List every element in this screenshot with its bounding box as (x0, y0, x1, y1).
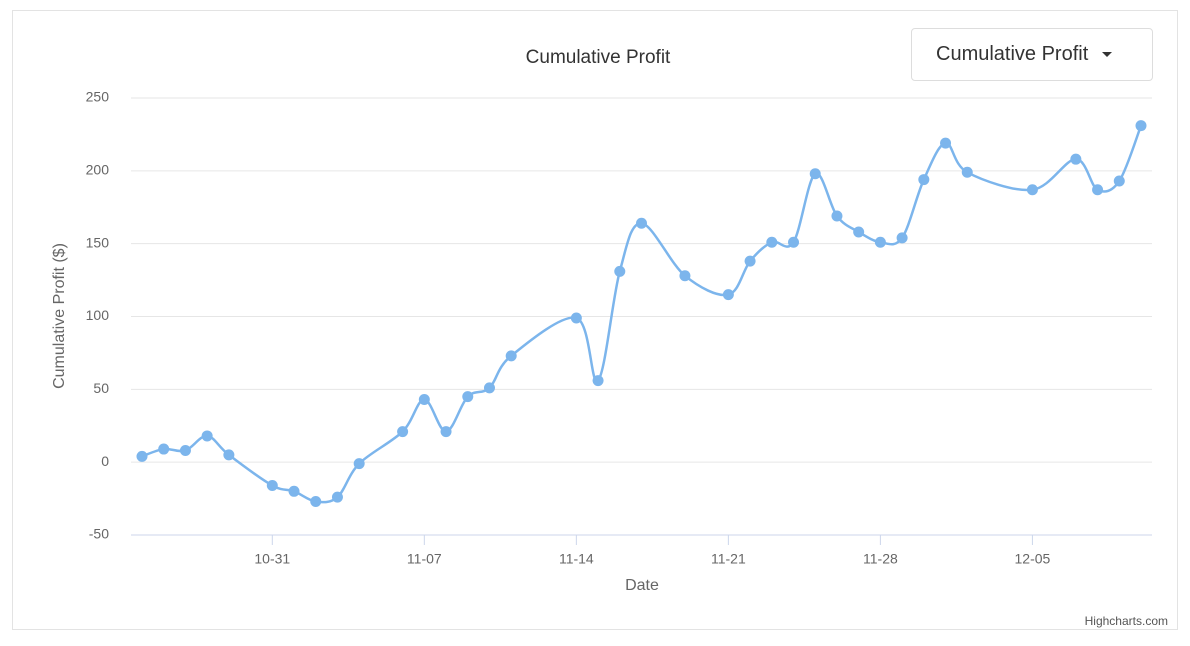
y-tick-label: -50 (89, 526, 109, 542)
point-marker (136, 450, 148, 462)
x-tick-label: 10-31 (254, 551, 290, 567)
point-marker (1092, 184, 1104, 196)
x-tick-label: 11-14 (559, 551, 594, 567)
point-marker (440, 426, 452, 438)
point-marker (918, 174, 930, 186)
point-marker (614, 265, 626, 277)
point-marker (831, 210, 843, 222)
point-marker (1135, 120, 1147, 132)
point-marker (505, 350, 517, 362)
x-axis-title: Date (625, 577, 659, 594)
y-tick-label: 50 (93, 380, 109, 396)
chart-title: Cumulative Profit (526, 47, 671, 68)
point-marker (744, 255, 756, 267)
point-marker (1070, 153, 1082, 165)
dropdown-label: Cumulative Profit (936, 43, 1089, 65)
dropdown-caret (1102, 52, 1113, 57)
y-tick-label: 100 (86, 307, 110, 323)
point-marker (223, 449, 235, 461)
point-marker (592, 375, 604, 387)
point-marker (462, 391, 474, 403)
x-tick-label: 11-21 (711, 551, 746, 567)
point-marker (874, 236, 886, 248)
point-marker (158, 443, 170, 455)
y-tick-label: 250 (86, 89, 110, 105)
y-tick-label: 200 (86, 162, 110, 178)
point-marker (353, 458, 365, 470)
point-marker (896, 232, 908, 244)
point-marker (788, 236, 800, 248)
point-marker (570, 312, 582, 324)
point-marker (179, 445, 191, 457)
series-line (141, 125, 1143, 504)
credits: Highcharts.com (1085, 614, 1168, 628)
point-marker (418, 394, 430, 406)
point-marker (961, 166, 973, 178)
point-marker (310, 495, 322, 507)
point-marker (940, 137, 952, 149)
point-marker (1113, 175, 1125, 187)
point-marker (266, 479, 278, 491)
x-tick-label: 11-07 (407, 551, 442, 567)
point-marker (201, 430, 213, 442)
x-tick-label: 12-05 (1015, 551, 1051, 567)
y-tick-label: 0 (101, 453, 109, 469)
point-marker (809, 168, 821, 180)
point-marker (397, 426, 409, 438)
point-marker (331, 491, 343, 503)
point-marker (288, 485, 300, 497)
point-marker (853, 226, 865, 238)
point-marker (766, 236, 778, 248)
point-marker (483, 382, 495, 394)
x-tick-label: 11-28 (863, 551, 898, 567)
point-marker (679, 270, 691, 282)
point-marker (1026, 184, 1038, 196)
point-marker (722, 289, 734, 301)
y-axis-title: Cumulative Profit ($) (51, 243, 68, 389)
y-tick-label: 150 (86, 234, 110, 250)
series-dropdown[interactable]: Cumulative Profit (911, 28, 1153, 81)
point-marker (636, 217, 647, 229)
chart-container (12, 10, 1178, 630)
